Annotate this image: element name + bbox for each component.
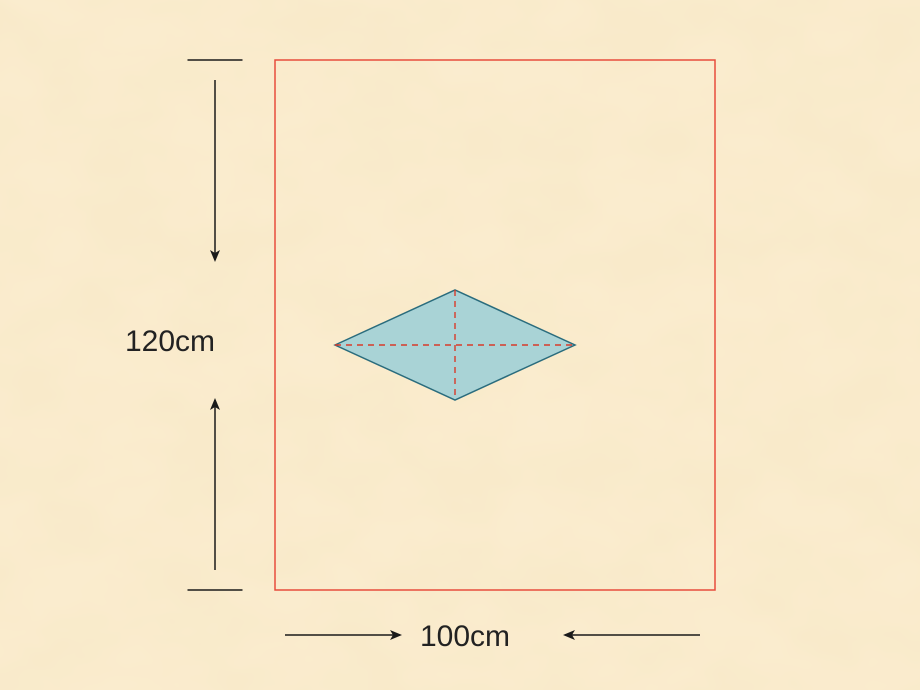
width-label: 100cm <box>420 620 510 654</box>
height-label: 120cm <box>125 325 215 359</box>
